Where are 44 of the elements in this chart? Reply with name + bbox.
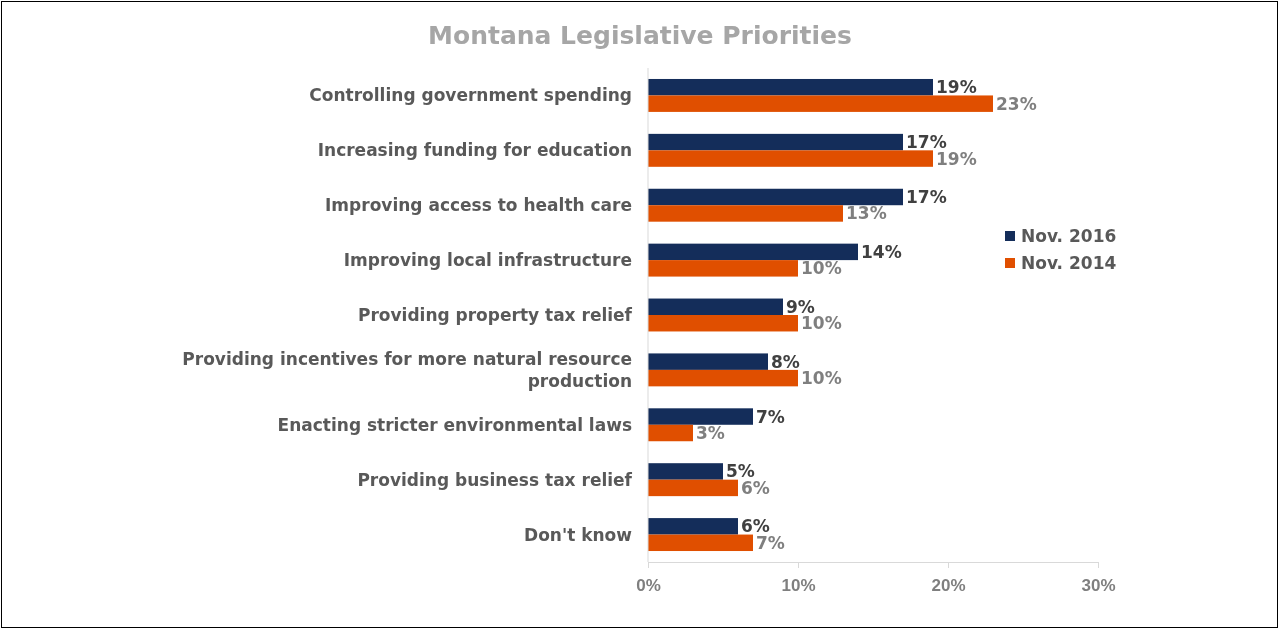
data-label: 19% [936,77,977,98]
chart-title: Montana Legislative Priorities [428,21,852,50]
bar [648,479,738,497]
y-tick-label: Providing property tax relief [357,305,633,325]
bar [648,133,903,151]
bar [648,463,723,480]
bar [648,298,783,315]
bar [648,315,798,332]
data-label: 14% [861,241,902,262]
bar [648,205,843,222]
bar [648,369,798,387]
x-tick-label: 0% [636,576,661,596]
bar [648,150,933,167]
legend-label: Nov. 2016 [1021,226,1117,246]
bar [648,243,858,261]
bar [648,424,693,442]
bar [648,95,993,112]
y-tick-label: Controlling government spending [309,85,632,106]
bar [648,408,753,425]
data-label: 7% [756,406,785,427]
y-tick-label: Increasing funding for education [317,140,632,161]
x-tick-label: 10% [781,576,816,596]
data-label: 3% [696,423,725,444]
bar [648,534,753,552]
bar [648,353,768,370]
x-tick-label: 20% [931,576,966,596]
y-tick-label: Improving local infrastructure [343,250,632,271]
x-tick-label: 30% [1081,576,1116,596]
bar [648,260,798,277]
bar [648,518,738,535]
data-label: 8% [771,351,800,372]
y-tick-label: Providing incentives for more natural resource production [182,348,632,391]
data-label: 13% [846,203,887,224]
data-label: 10% [801,258,842,279]
y-tick-label: Providing business tax relief [357,469,633,490]
bar [648,188,903,206]
y-tick-label: Enacting stricter environmental laws [277,414,632,435]
y-tick-label: Improving access to health care [325,195,632,216]
legend-label: Nov. 2014 [1021,253,1117,273]
data-label: 10% [801,368,842,389]
bar [648,78,933,96]
y-tick-label: Don't know [524,524,633,545]
data-label: 23% [996,93,1037,114]
data-label: 17% [906,186,947,207]
